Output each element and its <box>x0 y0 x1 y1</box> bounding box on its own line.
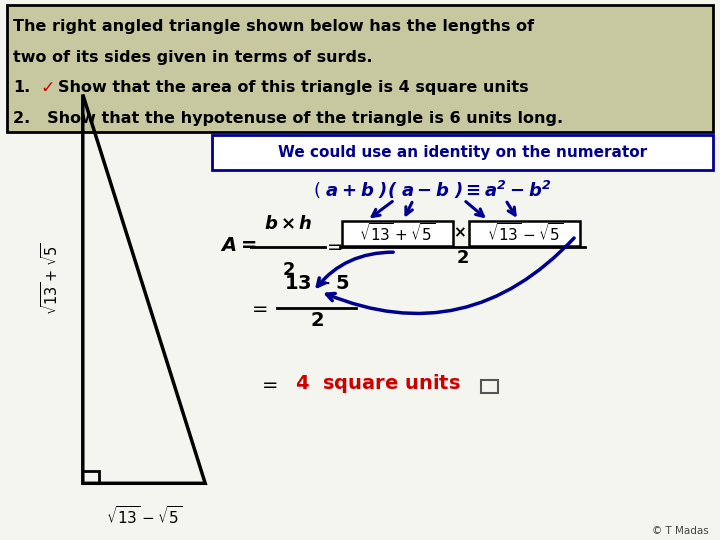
Text: 2.   Show that the hypotenuse of the triangle is 6 units long.: 2. Show that the hypotenuse of the trian… <box>13 111 563 126</box>
Text: $\mathbf{2}$: $\mathbf{2}$ <box>310 310 324 329</box>
Text: $= \ $: $= \ $ <box>258 374 278 393</box>
Text: $\bfit{b} \times \bfit{h}$: $\bfit{b} \times \bfit{h}$ <box>264 215 312 233</box>
FancyBboxPatch shape <box>7 5 713 132</box>
FancyBboxPatch shape <box>469 221 580 246</box>
Text: We could use an identity on the numerator: We could use an identity on the numerato… <box>279 145 647 160</box>
Text: © T Madas: © T Madas <box>652 525 709 536</box>
Text: $\sqrt{13}-\sqrt{5}$: $\sqrt{13}-\sqrt{5}$ <box>106 505 182 527</box>
Text: The right angled triangle shown below has the lengths of: The right angled triangle shown below ha… <box>13 19 534 34</box>
FancyBboxPatch shape <box>481 380 498 393</box>
FancyBboxPatch shape <box>212 135 713 170</box>
Text: Show that the area of this triangle is 4 square units: Show that the area of this triangle is 4… <box>58 80 528 96</box>
Text: $\mathbf{13 - 5}$: $\mathbf{13 - 5}$ <box>284 274 349 293</box>
Text: $\sqrt{13}-\sqrt{5}$: $\sqrt{13}-\sqrt{5}$ <box>487 222 563 244</box>
Text: $=$: $=$ <box>248 298 268 318</box>
Text: 1.: 1. <box>13 80 30 96</box>
Text: two of its sides given in terms of surds.: two of its sides given in terms of surds… <box>13 50 372 65</box>
Text: $\sqrt{13}+\sqrt{5}$: $\sqrt{13}+\sqrt{5}$ <box>40 242 61 314</box>
Text: ✓: ✓ <box>40 79 55 97</box>
Text: $\bfit{A} =$: $\bfit{A} =$ <box>220 236 256 255</box>
Text: $=$: $=$ <box>323 236 343 255</box>
Text: $\mathbf{\times}$: $\mathbf{\times}$ <box>453 226 466 241</box>
Text: $\mathbf{2}$: $\mathbf{2}$ <box>282 261 294 279</box>
Text: $( \ \bfit{a} + \bfit{b} \ )( \ \bfit{a} - \bfit{b} \ ) \equiv \bfit{a}^2 - \bfi: $( \ \bfit{a} + \bfit{b} \ )( \ \bfit{a}… <box>313 179 551 201</box>
FancyBboxPatch shape <box>342 221 453 246</box>
Text: $\mathbf{2}$: $\mathbf{2}$ <box>456 249 469 267</box>
Text: $\sqrt{13}+\sqrt{5}$: $\sqrt{13}+\sqrt{5}$ <box>359 222 436 244</box>
Text: $\mathbf{4}$  square units: $\mathbf{4}$ square units <box>295 372 461 395</box>
